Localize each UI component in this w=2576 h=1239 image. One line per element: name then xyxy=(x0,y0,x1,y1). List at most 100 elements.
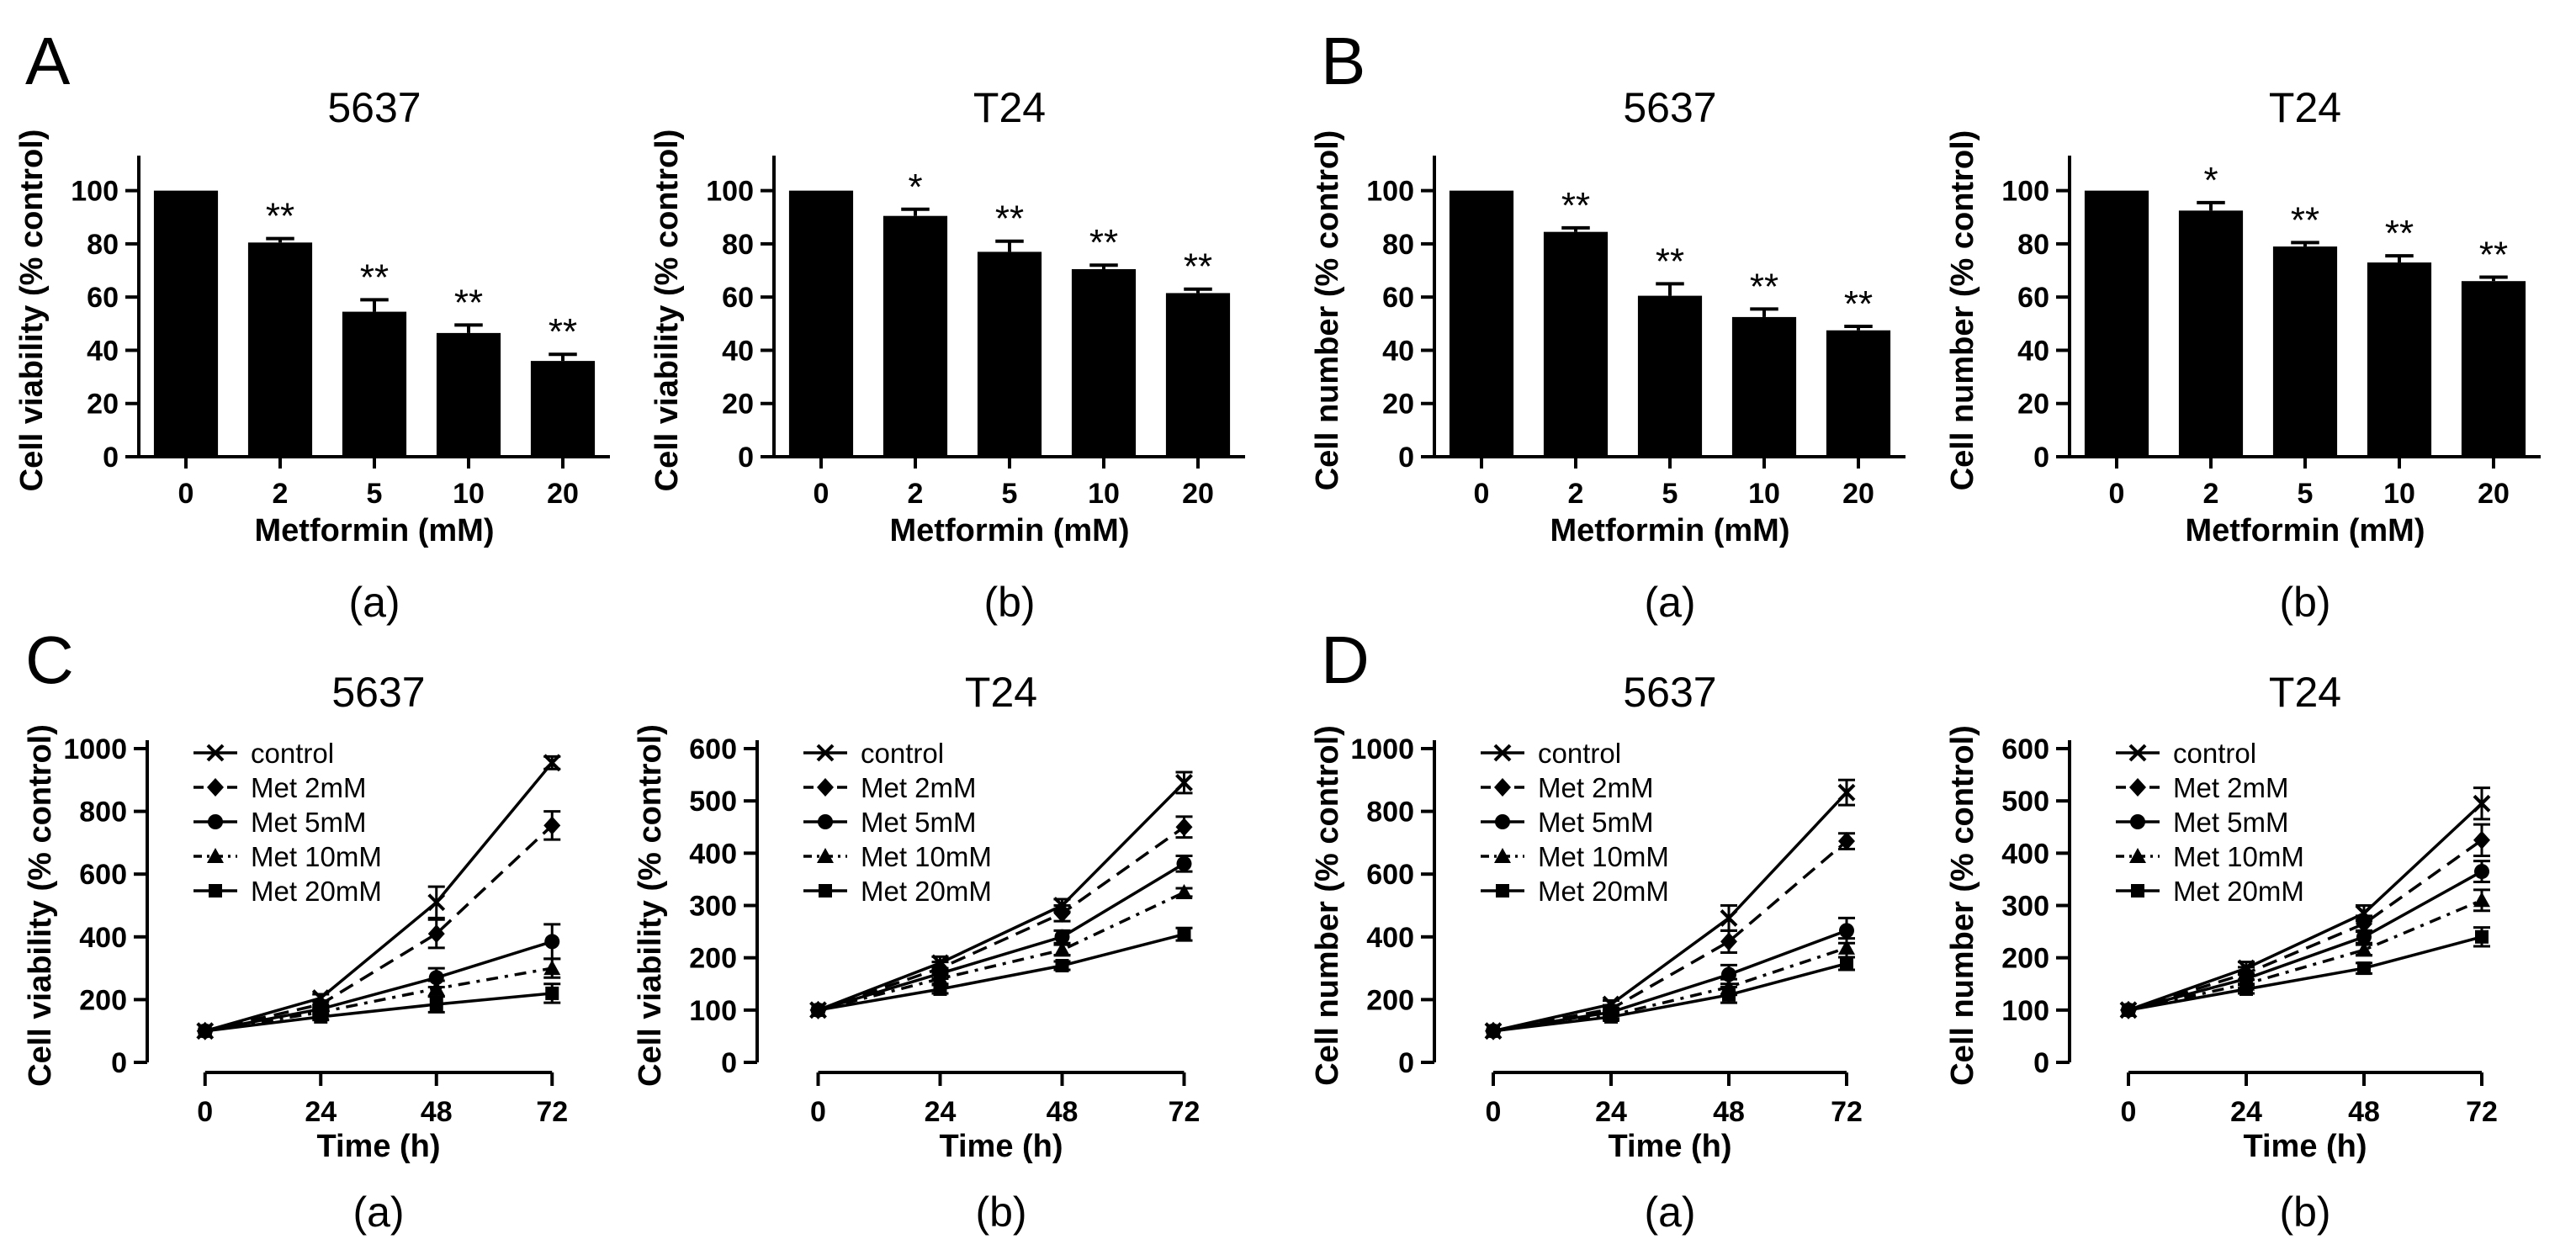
y-tick-label: 400 xyxy=(79,922,127,954)
data-point xyxy=(545,986,559,1000)
y-tick-label: 0 xyxy=(1398,1047,1414,1079)
x-tick-label: 72 xyxy=(1169,1096,1201,1128)
chart-title: 5637 xyxy=(331,669,425,716)
bar xyxy=(153,190,219,458)
series-line xyxy=(1492,839,1848,1033)
chart-b-b: T24 0 20 40 60 80 100 Cell number (% control) 0 2… xyxy=(1945,84,2541,626)
legend-label: Met 2mM xyxy=(1538,772,1654,803)
x-axis-label: Time (h) xyxy=(2243,1129,2367,1164)
x-tick-label: 10 xyxy=(1748,478,1780,510)
data-point xyxy=(429,997,443,1011)
x-tick-label: 0 xyxy=(197,1096,213,1128)
x-tick-label: 0 xyxy=(814,478,830,510)
y-tick-label: 800 xyxy=(1366,797,1414,829)
data-point xyxy=(1175,818,1193,837)
legend-label: Met 5mM xyxy=(2173,807,2289,838)
data-point xyxy=(1487,1024,1500,1038)
data-point xyxy=(543,960,561,976)
significance-label: ** xyxy=(1184,246,1212,288)
sub-caption: (a) xyxy=(1644,1189,1695,1236)
y-tick-label: 600 xyxy=(2001,733,2049,765)
legend-label: Met 5mM xyxy=(1538,807,1654,838)
y-tick-label: 100 xyxy=(2001,995,2049,1027)
legend-marker xyxy=(208,814,223,829)
y-tick-label: 40 xyxy=(87,335,119,367)
x-axis-label: Metformin (mM) xyxy=(890,513,1130,548)
y-tick-label: 100 xyxy=(2001,176,2049,208)
bar xyxy=(342,311,407,457)
significance-label: ** xyxy=(1089,222,1118,263)
x-tick-label: 20 xyxy=(1842,478,1874,510)
bar xyxy=(2367,262,2432,457)
series-met-20mm xyxy=(2122,926,2490,1017)
significance-label: ** xyxy=(454,282,483,323)
panel-letter-d: D xyxy=(1321,622,1370,697)
significance-label: ** xyxy=(995,199,1024,240)
series-line xyxy=(204,992,553,1033)
data-point xyxy=(1053,903,1071,923)
significance-label: ** xyxy=(1750,266,1778,307)
x-tick-label: 10 xyxy=(1088,478,1120,510)
bar xyxy=(1731,316,1797,457)
y-tick-label: 400 xyxy=(2001,838,2049,870)
y-tick-label: 0 xyxy=(738,442,754,474)
significance-label: ** xyxy=(266,196,294,237)
legend-label: Met 2mM xyxy=(251,772,367,803)
legend-marker xyxy=(817,848,834,863)
data-point xyxy=(2122,1003,2135,1017)
significance-label: * xyxy=(2203,160,2218,201)
legend-marker xyxy=(1495,814,1510,829)
x-tick-label: 24 xyxy=(1595,1096,1627,1128)
y-tick-label: 0 xyxy=(103,442,119,474)
data-point xyxy=(2474,864,2489,880)
data-point xyxy=(1837,783,1856,802)
y-axis-label: Cell number (% control) xyxy=(1945,725,1980,1086)
data-point xyxy=(1604,1009,1618,1024)
legend-label: Met 5mM xyxy=(251,807,367,838)
data-point xyxy=(1839,923,1854,939)
chart-title: T24 xyxy=(2269,84,2341,131)
y-tick-label: 80 xyxy=(2017,229,2049,261)
data-point xyxy=(1177,927,1191,941)
series-line xyxy=(817,825,1185,1012)
series-line xyxy=(2128,870,2483,1012)
x-tick-label: 5 xyxy=(1662,478,1678,510)
data-point xyxy=(427,980,445,996)
y-tick-label: 0 xyxy=(2033,442,2049,474)
data-point xyxy=(1054,929,1070,945)
y-tick-label: 60 xyxy=(2017,282,2049,314)
data-point xyxy=(2473,830,2490,850)
series-line xyxy=(204,824,554,1033)
x-tick-label: 20 xyxy=(1182,478,1214,510)
significance-label: ** xyxy=(549,311,577,352)
bar xyxy=(1449,190,1514,458)
x-tick-label: 72 xyxy=(2466,1096,2498,1128)
data-point xyxy=(933,982,947,996)
y-tick-label: 20 xyxy=(87,389,119,421)
x-axis-label: Time (h) xyxy=(316,1129,440,1164)
bar xyxy=(530,361,596,457)
y-tick-label: 1000 xyxy=(1350,733,1414,765)
sub-caption: (a) xyxy=(348,579,400,626)
y-tick-label: 60 xyxy=(722,282,754,314)
data-point xyxy=(427,924,445,944)
data-point xyxy=(198,1024,212,1038)
bar xyxy=(436,332,501,457)
legend-marker xyxy=(1494,778,1511,797)
bar xyxy=(1637,295,1703,457)
series-line xyxy=(818,891,1185,1012)
legend-label: Met 20mM xyxy=(1538,876,1669,907)
y-axis-label: Cell viability (% control) xyxy=(649,130,685,492)
x-tick-label: 0 xyxy=(2109,478,2125,510)
y-tick-label: 100 xyxy=(689,995,737,1027)
data-point xyxy=(1175,883,1193,899)
y-axis-label: Cell number (% control) xyxy=(1310,130,1345,491)
chart-title: 5637 xyxy=(327,84,421,131)
chart-b-a: 5637 0 20 40 60 80 100 Cell number (% control) 0… xyxy=(1310,84,1905,626)
x-tick-label: 48 xyxy=(1713,1096,1745,1128)
significance-label: ** xyxy=(1561,185,1590,226)
x-tick-label: 2 xyxy=(908,478,924,510)
bar xyxy=(2084,190,2149,458)
legend-label: Met 10mM xyxy=(2173,841,2304,872)
